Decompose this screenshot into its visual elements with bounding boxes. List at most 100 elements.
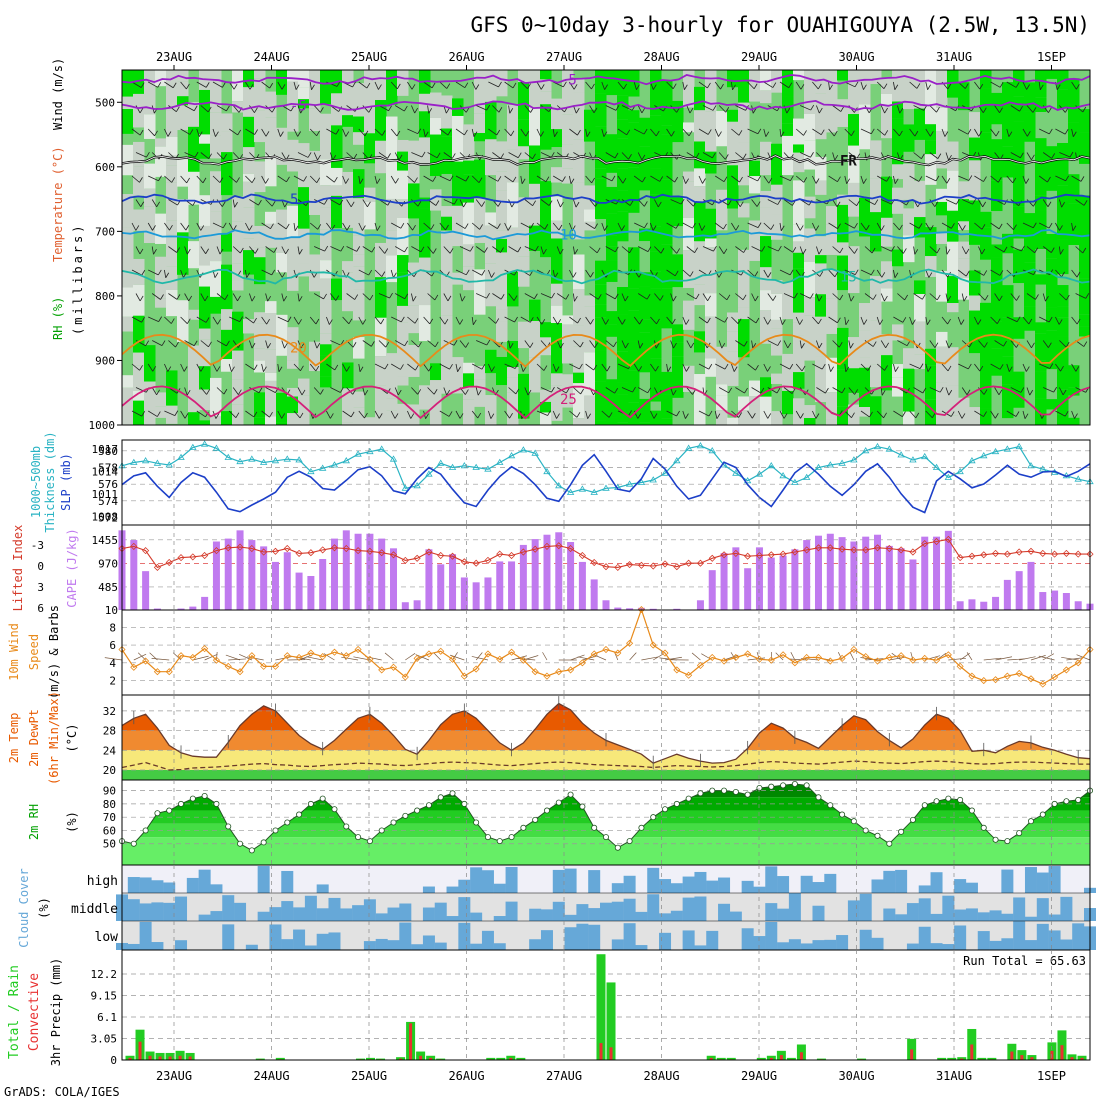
rh-cell xyxy=(881,261,893,289)
rh-cell xyxy=(199,286,211,329)
thickness-point xyxy=(862,447,870,454)
rh-cell xyxy=(529,357,541,393)
rh-cell xyxy=(518,230,530,257)
wind-barb-flag xyxy=(156,411,161,417)
cloud-cell xyxy=(1048,914,1061,921)
rh-cell xyxy=(210,112,222,136)
wind-barb-flag xyxy=(152,225,156,231)
wind-barb xyxy=(277,363,280,372)
wind-barb-flag xyxy=(397,389,402,396)
rh-cell xyxy=(188,126,200,172)
wind-barb-flag xyxy=(1008,131,1013,137)
rh-cell xyxy=(254,417,266,425)
rh-cell xyxy=(199,195,211,226)
wind-barb-flag xyxy=(934,201,939,207)
wind-barb xyxy=(196,316,207,323)
li-point xyxy=(354,547,362,555)
wind-barb xyxy=(261,363,264,372)
rh2m-point xyxy=(402,812,409,819)
wind-barb-flag xyxy=(560,201,564,208)
wind-barb xyxy=(358,363,361,372)
wind-barb xyxy=(147,222,153,231)
wind-barb xyxy=(666,81,674,89)
wind-barb xyxy=(812,81,819,90)
wind-barb xyxy=(828,269,836,278)
wind-barb-flag xyxy=(521,178,526,184)
wind-barb xyxy=(411,152,423,158)
wind-barb-flag xyxy=(281,84,286,90)
wind-barb xyxy=(650,128,657,137)
rh-cell xyxy=(188,378,200,413)
li-point xyxy=(944,535,952,543)
rh-cell xyxy=(683,250,695,288)
wind-barb xyxy=(164,128,169,137)
rh-cell xyxy=(848,182,860,217)
cloud-cell xyxy=(139,877,152,893)
wind-barb xyxy=(1071,269,1078,278)
wind-barb xyxy=(395,293,405,300)
wind-barb xyxy=(990,269,1001,276)
rh-cell xyxy=(540,104,552,150)
rh-cell xyxy=(606,213,618,236)
wind-barb-flag xyxy=(1032,222,1037,228)
wind-barb-flag xyxy=(968,175,973,181)
rh-cell xyxy=(969,172,981,201)
li-point xyxy=(543,542,551,550)
wind-barb-flag xyxy=(497,223,501,229)
wind-barb xyxy=(552,175,563,182)
isotherm-label: -5 xyxy=(290,99,307,115)
rh-cell xyxy=(936,107,948,131)
wind-barb-flag xyxy=(135,225,140,231)
wind-barb-flag xyxy=(754,295,759,302)
thickness-point xyxy=(425,470,433,477)
wind-barb xyxy=(747,363,756,371)
wind-barb-flag xyxy=(818,295,823,302)
rh-cell xyxy=(1035,360,1047,372)
wind-barb-flag xyxy=(417,389,422,395)
wind-barb-flag xyxy=(1083,200,1088,206)
wind-barb-flag xyxy=(381,130,386,136)
wind10-barb xyxy=(790,652,796,661)
wind-barb xyxy=(747,410,753,419)
upper-tick-label: 500 xyxy=(95,96,115,109)
wind-barb xyxy=(1059,387,1064,396)
wind-barb xyxy=(617,175,624,184)
rh-cell xyxy=(705,70,717,101)
rh-cell xyxy=(595,168,607,179)
li-point xyxy=(685,559,693,567)
wind-barb-flag xyxy=(935,175,940,182)
wind-barb-flag xyxy=(477,412,482,419)
wind-barb-flag xyxy=(189,129,194,135)
temp2m-ylabel: 2m Temp xyxy=(7,713,21,764)
rh-cell xyxy=(782,353,794,391)
wind-barb xyxy=(265,246,275,253)
wind-barb-flag xyxy=(685,413,689,419)
wind-barb xyxy=(848,340,851,349)
wind-barb-flag xyxy=(695,293,700,300)
cape-bar xyxy=(874,534,882,610)
wind-barb-flag xyxy=(398,154,403,161)
wind-barb-flag xyxy=(865,224,870,231)
rh-cell xyxy=(540,79,552,92)
wind-barb-flag xyxy=(224,294,229,300)
wind10-point xyxy=(661,649,669,657)
wind-barb xyxy=(245,410,255,418)
wind10-point xyxy=(850,645,858,654)
wind-barb-flag xyxy=(574,249,579,255)
wind-barb xyxy=(589,199,596,207)
wind-barb-flag xyxy=(800,413,804,419)
cloud-cell xyxy=(293,907,306,921)
cloud-cell xyxy=(883,908,896,921)
wind-barb-flag xyxy=(994,413,999,419)
wind-barb xyxy=(812,128,822,136)
rh-cell xyxy=(1057,414,1069,425)
wind-barb-flag xyxy=(660,248,665,254)
rh-cell xyxy=(749,405,761,425)
rh-cell xyxy=(474,159,486,199)
rh-cell xyxy=(727,70,739,88)
wind-barb xyxy=(180,363,185,372)
wind-barb-flag xyxy=(217,319,221,325)
cape-bar xyxy=(413,600,421,610)
rh-cell xyxy=(859,392,871,408)
wind-barb xyxy=(974,410,984,417)
